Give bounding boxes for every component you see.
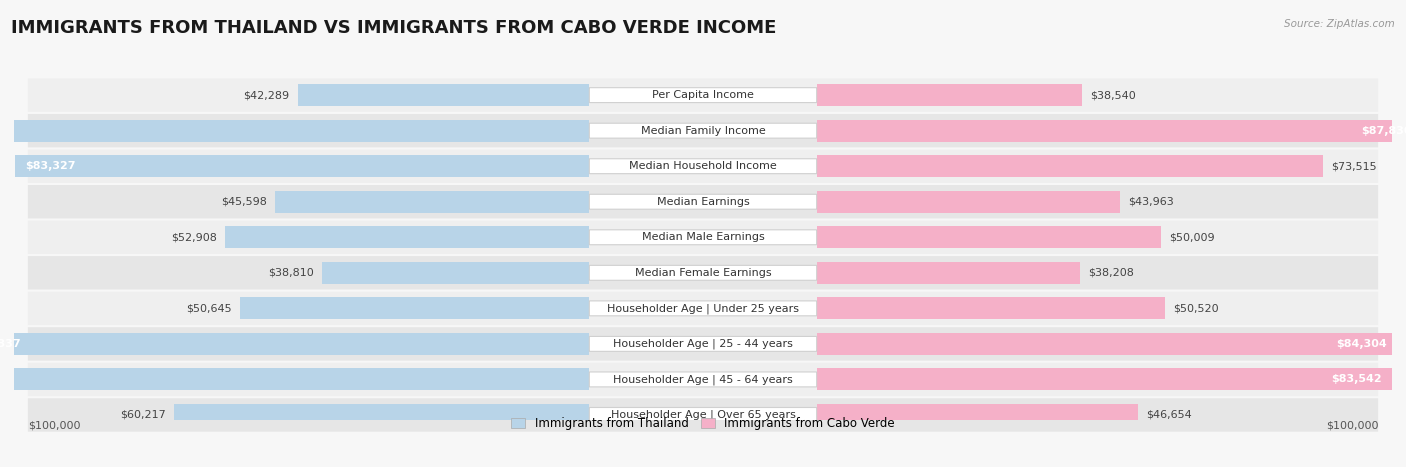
- Text: $45,598: $45,598: [221, 197, 267, 207]
- Text: $38,810: $38,810: [269, 268, 314, 278]
- Text: $60,217: $60,217: [121, 410, 166, 420]
- Text: $42,289: $42,289: [243, 90, 290, 100]
- FancyBboxPatch shape: [589, 88, 817, 103]
- Text: Householder Age | 45 - 64 years: Householder Age | 45 - 64 years: [613, 374, 793, 385]
- Bar: [817, 155, 1323, 177]
- Text: Median Household Income: Median Household Income: [628, 161, 778, 171]
- Bar: [322, 262, 589, 284]
- Text: $100,000: $100,000: [1326, 420, 1378, 430]
- Text: IMMIGRANTS FROM THAILAND VS IMMIGRANTS FROM CABO VERDE INCOME: IMMIGRANTS FROM THAILAND VS IMMIGRANTS F…: [11, 19, 776, 37]
- FancyBboxPatch shape: [28, 327, 1378, 361]
- Bar: [0, 368, 589, 390]
- FancyBboxPatch shape: [589, 230, 817, 245]
- Text: Source: ZipAtlas.com: Source: ZipAtlas.com: [1284, 19, 1395, 28]
- FancyBboxPatch shape: [28, 363, 1378, 396]
- Bar: [817, 84, 1083, 106]
- Text: Householder Age | Under 25 years: Householder Age | Under 25 years: [607, 303, 799, 314]
- Text: $50,009: $50,009: [1170, 232, 1215, 242]
- Text: Median Male Earnings: Median Male Earnings: [641, 232, 765, 242]
- Bar: [817, 368, 1392, 390]
- Bar: [225, 226, 589, 248]
- Bar: [298, 84, 589, 106]
- Bar: [174, 404, 589, 426]
- Bar: [0, 120, 589, 142]
- Bar: [276, 191, 589, 213]
- Text: $46,654: $46,654: [1146, 410, 1192, 420]
- Text: Householder Age | Over 65 years: Householder Age | Over 65 years: [610, 410, 796, 420]
- FancyBboxPatch shape: [589, 265, 817, 280]
- FancyBboxPatch shape: [589, 301, 817, 316]
- Legend: Immigrants from Thailand, Immigrants from Cabo Verde: Immigrants from Thailand, Immigrants fro…: [506, 412, 900, 434]
- FancyBboxPatch shape: [589, 159, 817, 174]
- Text: $83,542: $83,542: [1331, 375, 1382, 384]
- FancyBboxPatch shape: [589, 372, 817, 387]
- Text: $91,337: $91,337: [0, 339, 21, 349]
- FancyBboxPatch shape: [28, 185, 1378, 219]
- Text: $83,327: $83,327: [25, 161, 76, 171]
- Text: $52,908: $52,908: [170, 232, 217, 242]
- Text: $50,645: $50,645: [187, 304, 232, 313]
- Bar: [817, 333, 1398, 355]
- FancyBboxPatch shape: [589, 336, 817, 351]
- Text: $50,520: $50,520: [1173, 304, 1219, 313]
- FancyBboxPatch shape: [589, 408, 817, 423]
- Text: $100,000: $100,000: [28, 420, 80, 430]
- Bar: [817, 404, 1137, 426]
- Bar: [817, 191, 1119, 213]
- Text: Householder Age | 25 - 44 years: Householder Age | 25 - 44 years: [613, 339, 793, 349]
- Text: $43,963: $43,963: [1128, 197, 1174, 207]
- Text: Median Earnings: Median Earnings: [657, 197, 749, 207]
- Text: $38,208: $38,208: [1088, 268, 1135, 278]
- Text: $38,540: $38,540: [1091, 90, 1136, 100]
- Text: Per Capita Income: Per Capita Income: [652, 90, 754, 100]
- FancyBboxPatch shape: [28, 114, 1378, 148]
- FancyBboxPatch shape: [28, 78, 1378, 112]
- FancyBboxPatch shape: [28, 292, 1378, 325]
- Bar: [817, 262, 1080, 284]
- Bar: [817, 297, 1164, 319]
- FancyBboxPatch shape: [589, 123, 817, 138]
- Text: Median Female Earnings: Median Female Earnings: [634, 268, 772, 278]
- Bar: [817, 226, 1161, 248]
- Bar: [15, 155, 589, 177]
- FancyBboxPatch shape: [28, 398, 1378, 432]
- Text: $87,830: $87,830: [1361, 126, 1406, 136]
- Bar: [240, 297, 589, 319]
- Text: $73,515: $73,515: [1331, 161, 1376, 171]
- FancyBboxPatch shape: [28, 256, 1378, 290]
- FancyBboxPatch shape: [28, 149, 1378, 183]
- FancyBboxPatch shape: [28, 220, 1378, 254]
- Text: $84,304: $84,304: [1336, 339, 1388, 349]
- FancyBboxPatch shape: [589, 194, 817, 209]
- Bar: [0, 333, 589, 355]
- Bar: [817, 120, 1406, 142]
- Text: Median Family Income: Median Family Income: [641, 126, 765, 136]
